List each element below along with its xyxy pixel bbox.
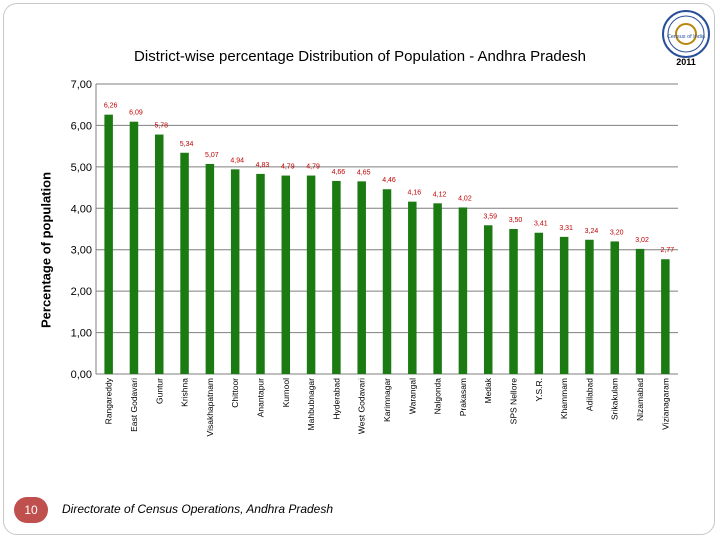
category-label: Nalgonda (433, 378, 443, 415)
chart-title: District-wise percentage Distribution of… (134, 48, 586, 65)
value-label: 4,94 (230, 157, 244, 164)
value-label: 3,20 (610, 229, 624, 236)
category-label: Adilabad (584, 378, 594, 411)
y-tick-label: 7,00 (71, 79, 92, 91)
value-label: 5,34 (180, 141, 194, 148)
bar (509, 229, 518, 374)
bar (332, 180, 341, 374)
category-label: East Godavari (129, 378, 139, 432)
bar (129, 121, 139, 374)
bar (610, 241, 619, 374)
value-label: 3,41 (534, 221, 548, 228)
value-label: 3,50 (509, 217, 523, 224)
value-label: 3,02 (635, 237, 649, 244)
y-tick-label: 2,00 (71, 286, 92, 298)
category-label: Chittoor (230, 378, 240, 408)
value-label: 2,77 (661, 247, 675, 254)
value-label: 6,26 (104, 103, 118, 110)
value-label: 3,59 (483, 213, 497, 220)
bar (104, 114, 113, 375)
category-label: Srikakulam (610, 378, 620, 420)
y-tick-label: 0,00 (71, 369, 92, 381)
y-tick-label: 6,00 (71, 120, 92, 132)
category-label: Medak (483, 377, 493, 403)
category-label: Hyderabad (331, 378, 341, 420)
value-label: 4,16 (407, 190, 421, 197)
value-label: 4,83 (256, 162, 270, 169)
bar (306, 175, 316, 374)
footer-text: Directorate of Census Operations, Andhra… (62, 502, 334, 516)
value-label: 5,07 (205, 152, 219, 159)
bar (155, 134, 164, 374)
value-label: 4,02 (458, 195, 472, 202)
bar (534, 232, 544, 374)
category-label: Nizamabad (635, 378, 645, 421)
logo-year: 2011 (676, 57, 696, 67)
value-label: 4,66 (332, 169, 346, 176)
bar (408, 201, 417, 374)
slide-frame (3, 3, 715, 535)
category-label: Kurnool (281, 378, 291, 407)
category-label: Vizianagaram (660, 378, 670, 430)
value-label: 4,12 (433, 191, 447, 198)
value-label: 4,65 (357, 169, 371, 176)
value-label: 6,09 (129, 110, 143, 117)
category-label: Guntur (154, 378, 164, 404)
y-tick-label: 5,00 (71, 162, 92, 174)
category-label: Khammam (559, 378, 569, 419)
bar (180, 152, 189, 374)
category-label: West Godavari (357, 378, 367, 434)
bar (635, 248, 645, 374)
category-label: Warangal (407, 378, 417, 414)
bar (256, 173, 265, 374)
bar (230, 169, 240, 374)
bar (357, 181, 366, 374)
value-label: 4,79 (281, 164, 295, 171)
page-number: 10 (14, 497, 48, 523)
category-label: Mahbubnagar (306, 378, 316, 431)
census-logo: Census of India 2011 (662, 10, 710, 67)
value-label: 5,78 (154, 123, 168, 130)
category-label: Anantapur (255, 378, 265, 417)
value-label: 4,46 (382, 177, 396, 184)
value-label: 4,79 (306, 164, 320, 171)
bar (205, 163, 215, 374)
bar (433, 203, 442, 374)
bar (483, 225, 493, 374)
bar (585, 239, 594, 374)
category-label: Y.S.R. (534, 378, 544, 401)
bar (661, 259, 670, 374)
category-label: Visakhapatnam (205, 378, 215, 436)
category-label: Rangareddy (104, 377, 114, 424)
y-tick-label: 3,00 (71, 245, 92, 257)
category-label: Karimnagar (382, 378, 392, 422)
value-label: 3,31 (559, 225, 573, 232)
category-label: Prakasam (458, 378, 468, 416)
category-label: SPS Nellore (509, 378, 519, 425)
y-tick-label: 1,00 (71, 328, 92, 340)
value-label: 3,24 (585, 228, 599, 235)
y-tick-label: 4,00 (71, 203, 92, 215)
bar (458, 207, 468, 374)
bar (382, 189, 392, 374)
bar (559, 236, 569, 374)
category-label: Krishna (180, 378, 190, 407)
logo-text: Census of India (667, 34, 706, 40)
bar (281, 175, 291, 374)
